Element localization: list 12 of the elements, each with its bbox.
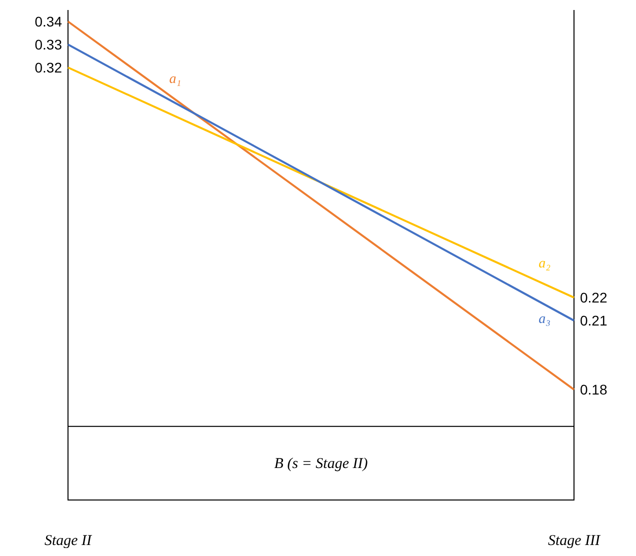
data-label: 0.21 — [580, 312, 608, 329]
series-label: a₁ — [169, 72, 182, 88]
x-tick-label: Stage II — [44, 533, 93, 549]
series-label: a₃ — [538, 312, 551, 328]
data-label: 0.34 — [34, 14, 62, 30]
data-label: 0.22 — [580, 290, 608, 306]
series-label: a₂ — [538, 256, 551, 272]
data-label: 0.32 — [34, 60, 62, 76]
data-label: 0.33 — [34, 36, 62, 53]
x-tick-label: Stage III — [548, 533, 602, 549]
data-label: 0.18 — [580, 382, 608, 398]
band-label: B (s = Stage II) — [274, 456, 368, 472]
